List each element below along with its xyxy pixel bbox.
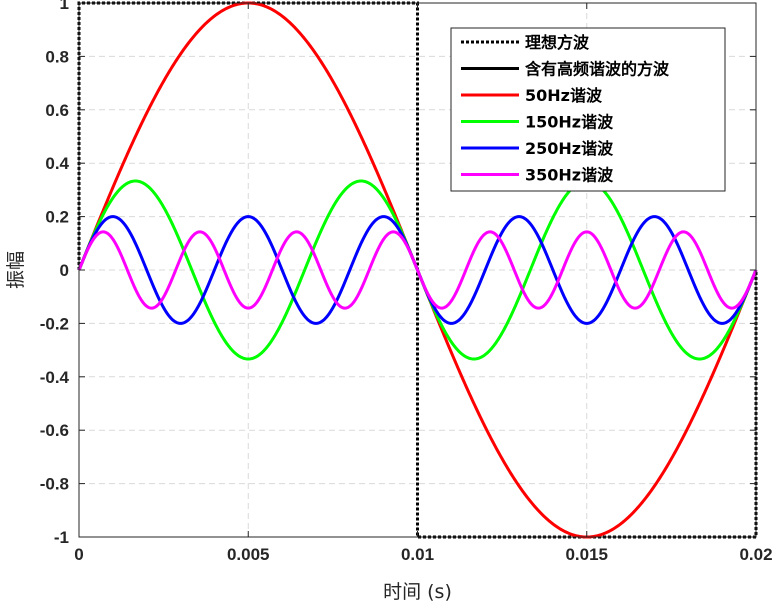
x-tick-label: 0.01 [401, 545, 434, 564]
y-tick-label: -0.8 [40, 475, 69, 494]
axis-ticks: 0 0.005 0.01 0.015 0.02 -1 -0.8 -0.6 -0.4 -0.2 0 0.… [40, 0, 773, 564]
x-tick-label: 0.02 [739, 545, 772, 564]
y-tick-label: -0.2 [40, 314, 69, 333]
legend-box [450, 27, 726, 192]
legend-label: 50Hz谐波 [525, 86, 603, 105]
x-tick-label: 0.005 [227, 545, 270, 564]
legend-label: 含有高频谐波的方波 [525, 60, 670, 79]
legend-label: 250Hz谐波 [525, 139, 614, 158]
y-tick-label: 0 [60, 261, 69, 280]
y-tick-label: 0.4 [45, 154, 69, 173]
y-tick-label: 0.2 [45, 208, 69, 227]
y-tick-label: 0.8 [45, 47, 69, 66]
y-tick-label: -0.4 [40, 368, 70, 387]
x-tick-label: 0.015 [565, 545, 608, 564]
y-tick-label: 0.6 [45, 101, 69, 120]
x-tick-label: 0 [74, 545, 83, 564]
legend-label: 理想方波 [525, 33, 590, 52]
x-axis-label: 时间 (s) [383, 581, 452, 603]
y-tick-label: -1 [54, 528, 69, 547]
y-axis-label: 振幅 [5, 251, 27, 289]
y-tick-label: -0.6 [40, 421, 69, 440]
legend-label: 350Hz谐波 [525, 166, 614, 185]
legend-label: 150Hz谐波 [525, 113, 614, 132]
series-line [77, 230, 758, 310]
y-tick-label: 1 [60, 0, 69, 13]
